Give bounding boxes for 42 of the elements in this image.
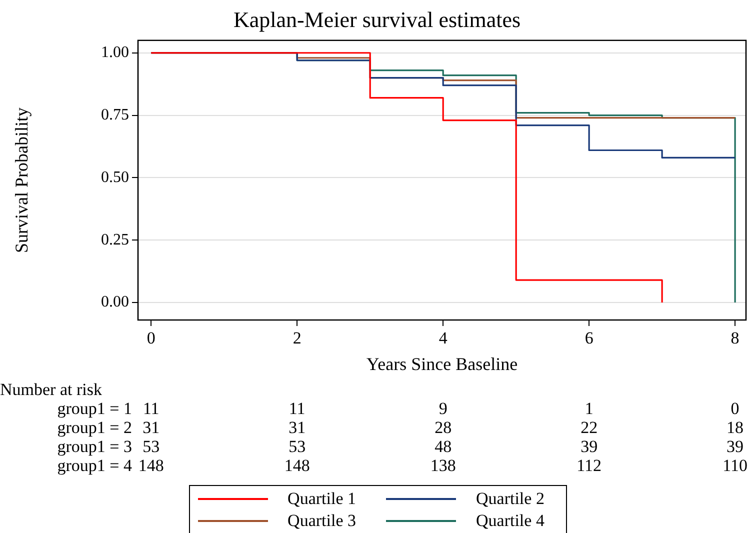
text: Number at risk (0, 380, 102, 399)
x-tick-label: 8 (730, 328, 740, 348)
text: 39 (580, 437, 598, 456)
text: 1 (584, 399, 594, 418)
text: 112 (576, 456, 602, 475)
text: 138 (430, 456, 456, 475)
text: 11 (288, 399, 306, 418)
text: 18 (726, 418, 744, 437)
text: 53 (142, 437, 160, 456)
text: 48 (434, 437, 452, 456)
chart-title: Kaplan-Meier survival estimates (233, 6, 521, 32)
y-axis-title: Survival Probability (12, 107, 32, 253)
text: 39 (726, 437, 744, 456)
text: group1 = 2 (57, 418, 132, 437)
legend-label: Quartile 4 (476, 511, 544, 531)
y-tick-label: 0.50 (101, 168, 129, 186)
x-tick-label: 2 (292, 328, 302, 348)
text: 148 (138, 456, 164, 475)
text: 31 (142, 418, 160, 437)
text: 31 (288, 418, 306, 437)
text: group1 = 3 (57, 437, 132, 456)
y-tick-label: 0.75 (101, 106, 129, 124)
text: 148 (284, 456, 310, 475)
x-tick-label: 6 (584, 328, 594, 348)
text: 0 (730, 399, 740, 418)
text: group1 = 4 (57, 456, 132, 475)
y-tick-label: 0.00 (101, 294, 129, 311)
text: 9 (438, 399, 448, 418)
text: 110 (722, 456, 748, 475)
text: 22 (580, 418, 598, 437)
y-tick-label: 1.00 (101, 44, 129, 62)
text: 53 (288, 437, 306, 456)
x-axis-title: Years Since Baseline (366, 354, 518, 374)
text: group1 = 1 (57, 399, 132, 418)
y-tick-label: 0.25 (101, 231, 129, 248)
x-tick-label: 0 (146, 328, 156, 348)
legend-label: Quartile 2 (476, 489, 544, 509)
legend-label: Quartile 3 (288, 511, 356, 531)
legend-label: Quartile 1 (288, 489, 356, 509)
x-tick-label: 4 (438, 328, 448, 348)
text: 28 (434, 418, 452, 437)
text: 11 (142, 399, 160, 418)
